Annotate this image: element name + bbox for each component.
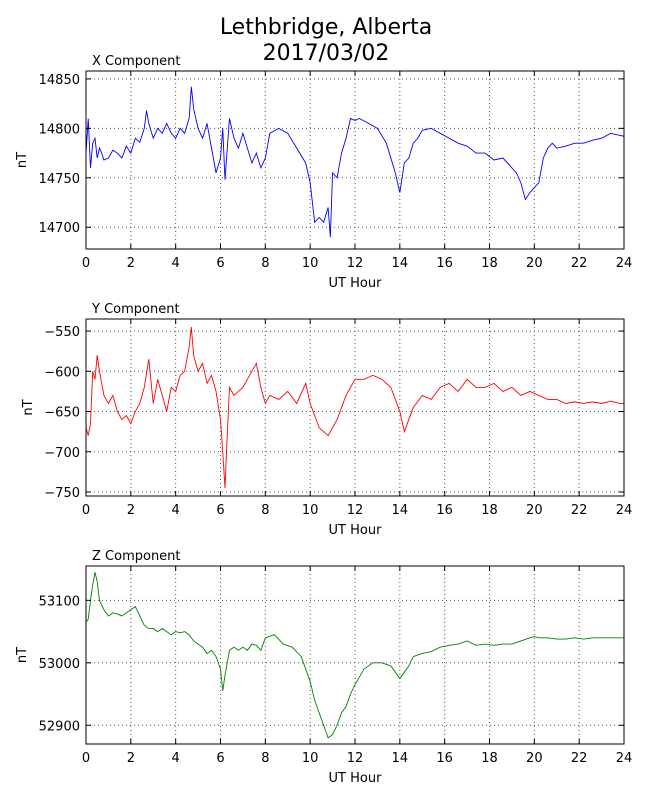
x-xtick-label: 8: [261, 256, 269, 271]
x-ytick-label: 14850: [39, 73, 80, 88]
x-xtick-label: 18: [481, 256, 498, 271]
z-xtick-label: 16: [436, 751, 453, 766]
z-xtick-label: 18: [481, 751, 498, 766]
x-xtick-label: 16: [436, 256, 453, 271]
x-xtick-label: 14: [392, 256, 409, 271]
x-xtick-label: 20: [526, 256, 543, 271]
x-xtick-label: 12: [347, 256, 364, 271]
y-xtick-label: 20: [526, 503, 543, 518]
x-component-title: X Component: [92, 54, 181, 69]
y-xtick-label: 6: [216, 503, 224, 518]
x-ytick-label: 14700: [39, 221, 80, 236]
y-xtick-label: 12: [347, 503, 364, 518]
z-xtick-label: 10: [302, 751, 319, 766]
z-xtick-label: 8: [261, 751, 269, 766]
y-xaxis-label: UT Hour: [329, 523, 383, 538]
y-xtick-label: 14: [392, 503, 409, 518]
y-ytick-label: −650: [44, 406, 80, 421]
x-xtick-label: 22: [571, 256, 588, 271]
x-xtick-label: 2: [127, 256, 135, 271]
y-ytick-label: −750: [44, 486, 80, 501]
x-xtick-label: 0: [82, 256, 90, 271]
x-xtick-label: 4: [172, 256, 180, 271]
y-xtick-label: 16: [436, 503, 453, 518]
y-ytick-label: −550: [44, 325, 80, 340]
y-xtick-label: 8: [261, 503, 269, 518]
y-xtick-label: 22: [571, 503, 588, 518]
z-yaxis-label: nT: [15, 647, 30, 663]
x-xtick-label: 6: [216, 256, 224, 271]
x-xaxis-label: UT Hour: [329, 276, 383, 291]
x-ytick-label: 14800: [39, 122, 80, 137]
y-xtick-label: 24: [616, 503, 633, 518]
y-yaxis-label: nT: [21, 399, 36, 415]
z-ytick-label: 53100: [39, 594, 80, 609]
y-xtick-label: 4: [172, 503, 180, 518]
z-xtick-label: 20: [526, 751, 543, 766]
z-xtick-label: 24: [616, 751, 633, 766]
z-xtick-label: 6: [216, 751, 224, 766]
z-component-title: Z Component: [92, 549, 181, 564]
z-ytick-label: 53000: [39, 657, 80, 672]
figure-title-line1: Lethbridge, Alberta: [220, 15, 432, 40]
y-xtick-label: 10: [302, 503, 319, 518]
z-xtick-label: 22: [571, 751, 588, 766]
y-xtick-label: 2: [127, 503, 135, 518]
z-series-line: [86, 572, 624, 739]
z-xtick-label: 12: [347, 751, 364, 766]
y-ytick-label: −700: [44, 446, 80, 461]
z-xtick-label: 0: [82, 751, 90, 766]
z-xtick-label: 4: [172, 751, 180, 766]
y-series-line: [86, 327, 624, 488]
y-component-title: Y Component: [91, 302, 180, 317]
figure-title-line2: 2017/03/02: [263, 41, 390, 66]
x-xtick-label: 24: [616, 256, 633, 271]
y-xtick-label: 18: [481, 503, 498, 518]
x-yaxis-label: nT: [15, 152, 30, 168]
z-xaxis-label: UT Hour: [329, 771, 383, 786]
x-series-line: [86, 86, 624, 238]
x-ytick-label: 14750: [39, 172, 80, 187]
x-xtick-label: 10: [302, 256, 319, 271]
z-ytick-label: 52900: [39, 719, 80, 734]
y-ytick-label: −600: [44, 365, 80, 380]
y-xtick-label: 0: [82, 503, 90, 518]
z-xtick-label: 14: [392, 751, 409, 766]
z-xtick-label: 2: [127, 751, 135, 766]
